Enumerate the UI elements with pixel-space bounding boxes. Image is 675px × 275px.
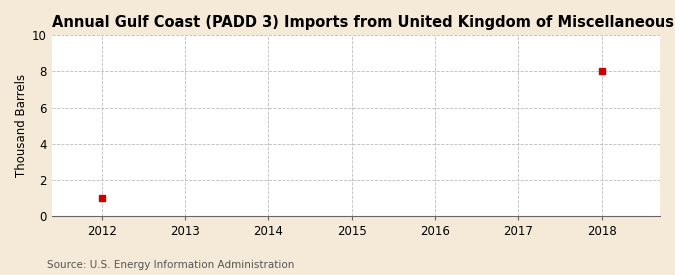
Y-axis label: Thousand Barrels: Thousand Barrels [15,74,28,177]
Text: Source: U.S. Energy Information Administration: Source: U.S. Energy Information Administ… [47,260,294,270]
Text: Annual Gulf Coast (PADD 3) Imports from United Kingdom of Miscellaneous Petroleu: Annual Gulf Coast (PADD 3) Imports from … [52,15,675,30]
